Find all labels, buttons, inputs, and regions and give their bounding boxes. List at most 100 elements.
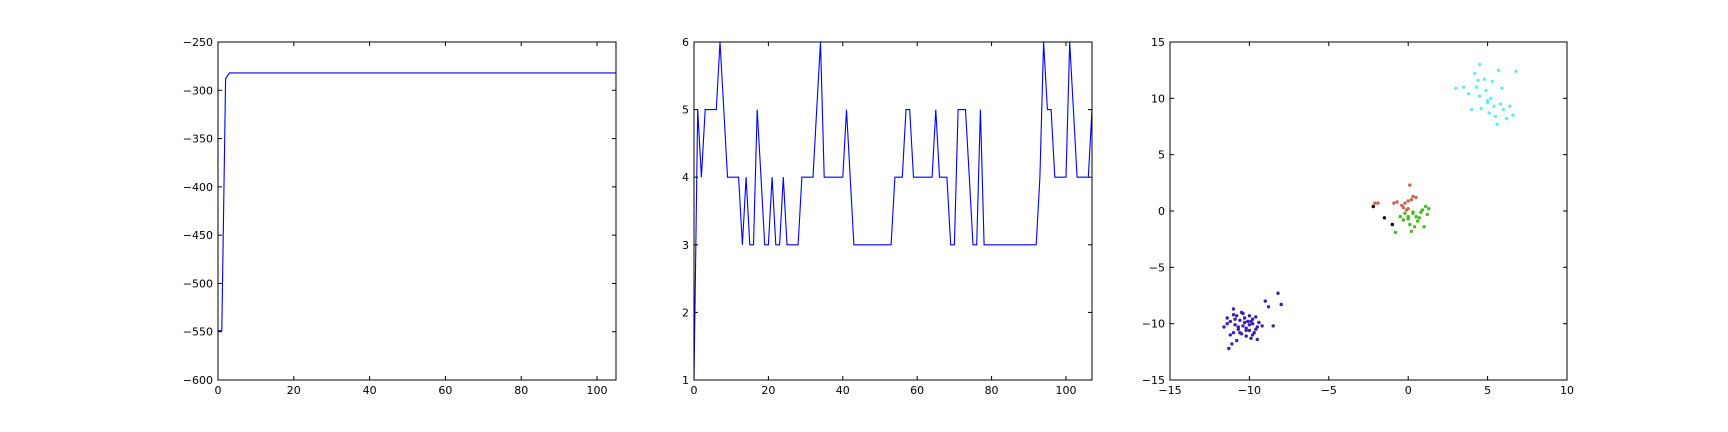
scatter-point: [1485, 98, 1490, 103]
scatter-point: [1276, 291, 1280, 295]
series-line-1: [218, 72, 616, 332]
y-tick-label: −250: [183, 36, 213, 49]
scatter-point: [1511, 113, 1515, 117]
scatter-point: [1254, 327, 1258, 331]
x-tick-label: 0: [215, 384, 222, 397]
scatter-point: [1401, 218, 1406, 222]
scatter-point: [1482, 77, 1487, 81]
scatter-point: [1454, 86, 1458, 90]
scatter-point: [1249, 336, 1253, 340]
scatter-point: [1233, 317, 1237, 321]
y-tick-label: −450: [183, 229, 213, 242]
scatter-point: [1417, 216, 1422, 220]
x-tick-label: 10: [1560, 384, 1574, 397]
y-tick-label: 15: [1151, 36, 1165, 49]
scatter-point: [1401, 205, 1406, 210]
scatter-point: [1462, 85, 1466, 89]
x-tick-label: 5: [1484, 384, 1491, 397]
scatter-point: [1424, 204, 1428, 209]
scatter-point: [1500, 86, 1504, 90]
x-tick-label: 100: [1055, 384, 1076, 397]
y-tick-label: 3: [682, 239, 689, 252]
x-tick-label: 20: [287, 384, 301, 397]
scatter-point: [1395, 200, 1399, 204]
scatter-point: [1222, 325, 1226, 329]
chart-2: 0 20 40 60 80 100 1 2 3 4 5 6: [682, 36, 1093, 397]
x-tick-label: 40: [836, 384, 850, 397]
scatter-point: [1406, 199, 1410, 203]
scatter-point: [1235, 338, 1239, 343]
scatter-point: [1271, 324, 1275, 328]
x-tick-label: −15: [1158, 384, 1181, 397]
x-tick-label: 60: [910, 384, 924, 397]
scatter-point: [1484, 88, 1488, 93]
scatter-point: [1225, 322, 1229, 326]
scatter-point: [1390, 222, 1395, 227]
scatter-point: [1236, 325, 1241, 329]
scatter-point: [1414, 195, 1418, 200]
scatter-point: [1244, 328, 1248, 333]
scatter-point: [1493, 114, 1498, 119]
y-tick-label: −15: [1142, 374, 1165, 387]
chart-1: 0 20 40 60 80 100 −600 −550 −500 −450 −400 −350 −300…: [183, 36, 617, 397]
scatter-point: [1411, 194, 1415, 199]
scatter-point: [1247, 323, 1252, 327]
scatter-point: [1238, 318, 1242, 322]
scatter-point: [1489, 96, 1493, 101]
scatter-point: [1479, 106, 1483, 111]
scatter-point: [1371, 204, 1376, 209]
scatter-point: [1408, 183, 1412, 187]
y-tick-label: −10: [1142, 318, 1165, 331]
scatter-point: [1495, 122, 1499, 126]
x-tick-label: 0: [691, 384, 698, 397]
scatter-point: [1427, 207, 1431, 211]
y-tick-label: 6: [682, 36, 689, 49]
scatter-point: [1250, 333, 1255, 337]
scatter-point: [1473, 71, 1477, 76]
y-tick-label: 0: [1158, 205, 1165, 218]
scatter-point: [1474, 85, 1479, 89]
scatter-point: [1403, 201, 1407, 205]
scatter-point: [1508, 104, 1512, 108]
scatter-point: [1260, 324, 1264, 328]
y-tick-label: −400: [183, 181, 213, 194]
scatter-point: [1255, 337, 1260, 342]
scatter-point: [1409, 198, 1414, 202]
scatter-point: [1409, 229, 1414, 233]
scatter-point: [1487, 111, 1491, 115]
scatter-point: [1244, 334, 1248, 338]
scatter-point: [1420, 208, 1425, 212]
scatter-point: [1492, 104, 1496, 108]
scatter-point: [1393, 230, 1398, 235]
axes-frame: [1169, 41, 1568, 381]
scatter-point: [1230, 342, 1234, 346]
y-tick-label: −600: [183, 374, 213, 387]
plot-data: [218, 72, 616, 332]
scatter-point: [1263, 299, 1268, 303]
scatter-point: [1235, 314, 1239, 318]
scatter-point: [1416, 219, 1420, 223]
x-tick-label: 60: [438, 384, 452, 397]
series-line-1: [694, 42, 1092, 380]
y-tick-label: −5: [1149, 261, 1165, 274]
scatter-point: [1497, 68, 1501, 72]
scatter-point: [1266, 305, 1271, 309]
scatter-point: [1279, 302, 1283, 307]
scatter-point: [1242, 320, 1247, 325]
scatter-point: [1408, 222, 1412, 227]
scatter-point: [1247, 328, 1252, 333]
plot-data: [694, 42, 1092, 380]
x-tick-label: 100: [587, 384, 608, 397]
scatter-point: [1254, 315, 1258, 319]
scatter-point: [1376, 201, 1380, 205]
scatter-point: [1241, 311, 1245, 316]
scatter-point: [1498, 102, 1503, 106]
scatter-point: [1466, 92, 1471, 96]
y-tick-label: −500: [183, 277, 213, 290]
x-tick-label: 80: [514, 384, 528, 397]
scatter-point: [1373, 201, 1377, 205]
scatter-point: [1382, 216, 1387, 220]
scatter-point: [1231, 331, 1236, 335]
scatter-point: [1241, 324, 1245, 328]
